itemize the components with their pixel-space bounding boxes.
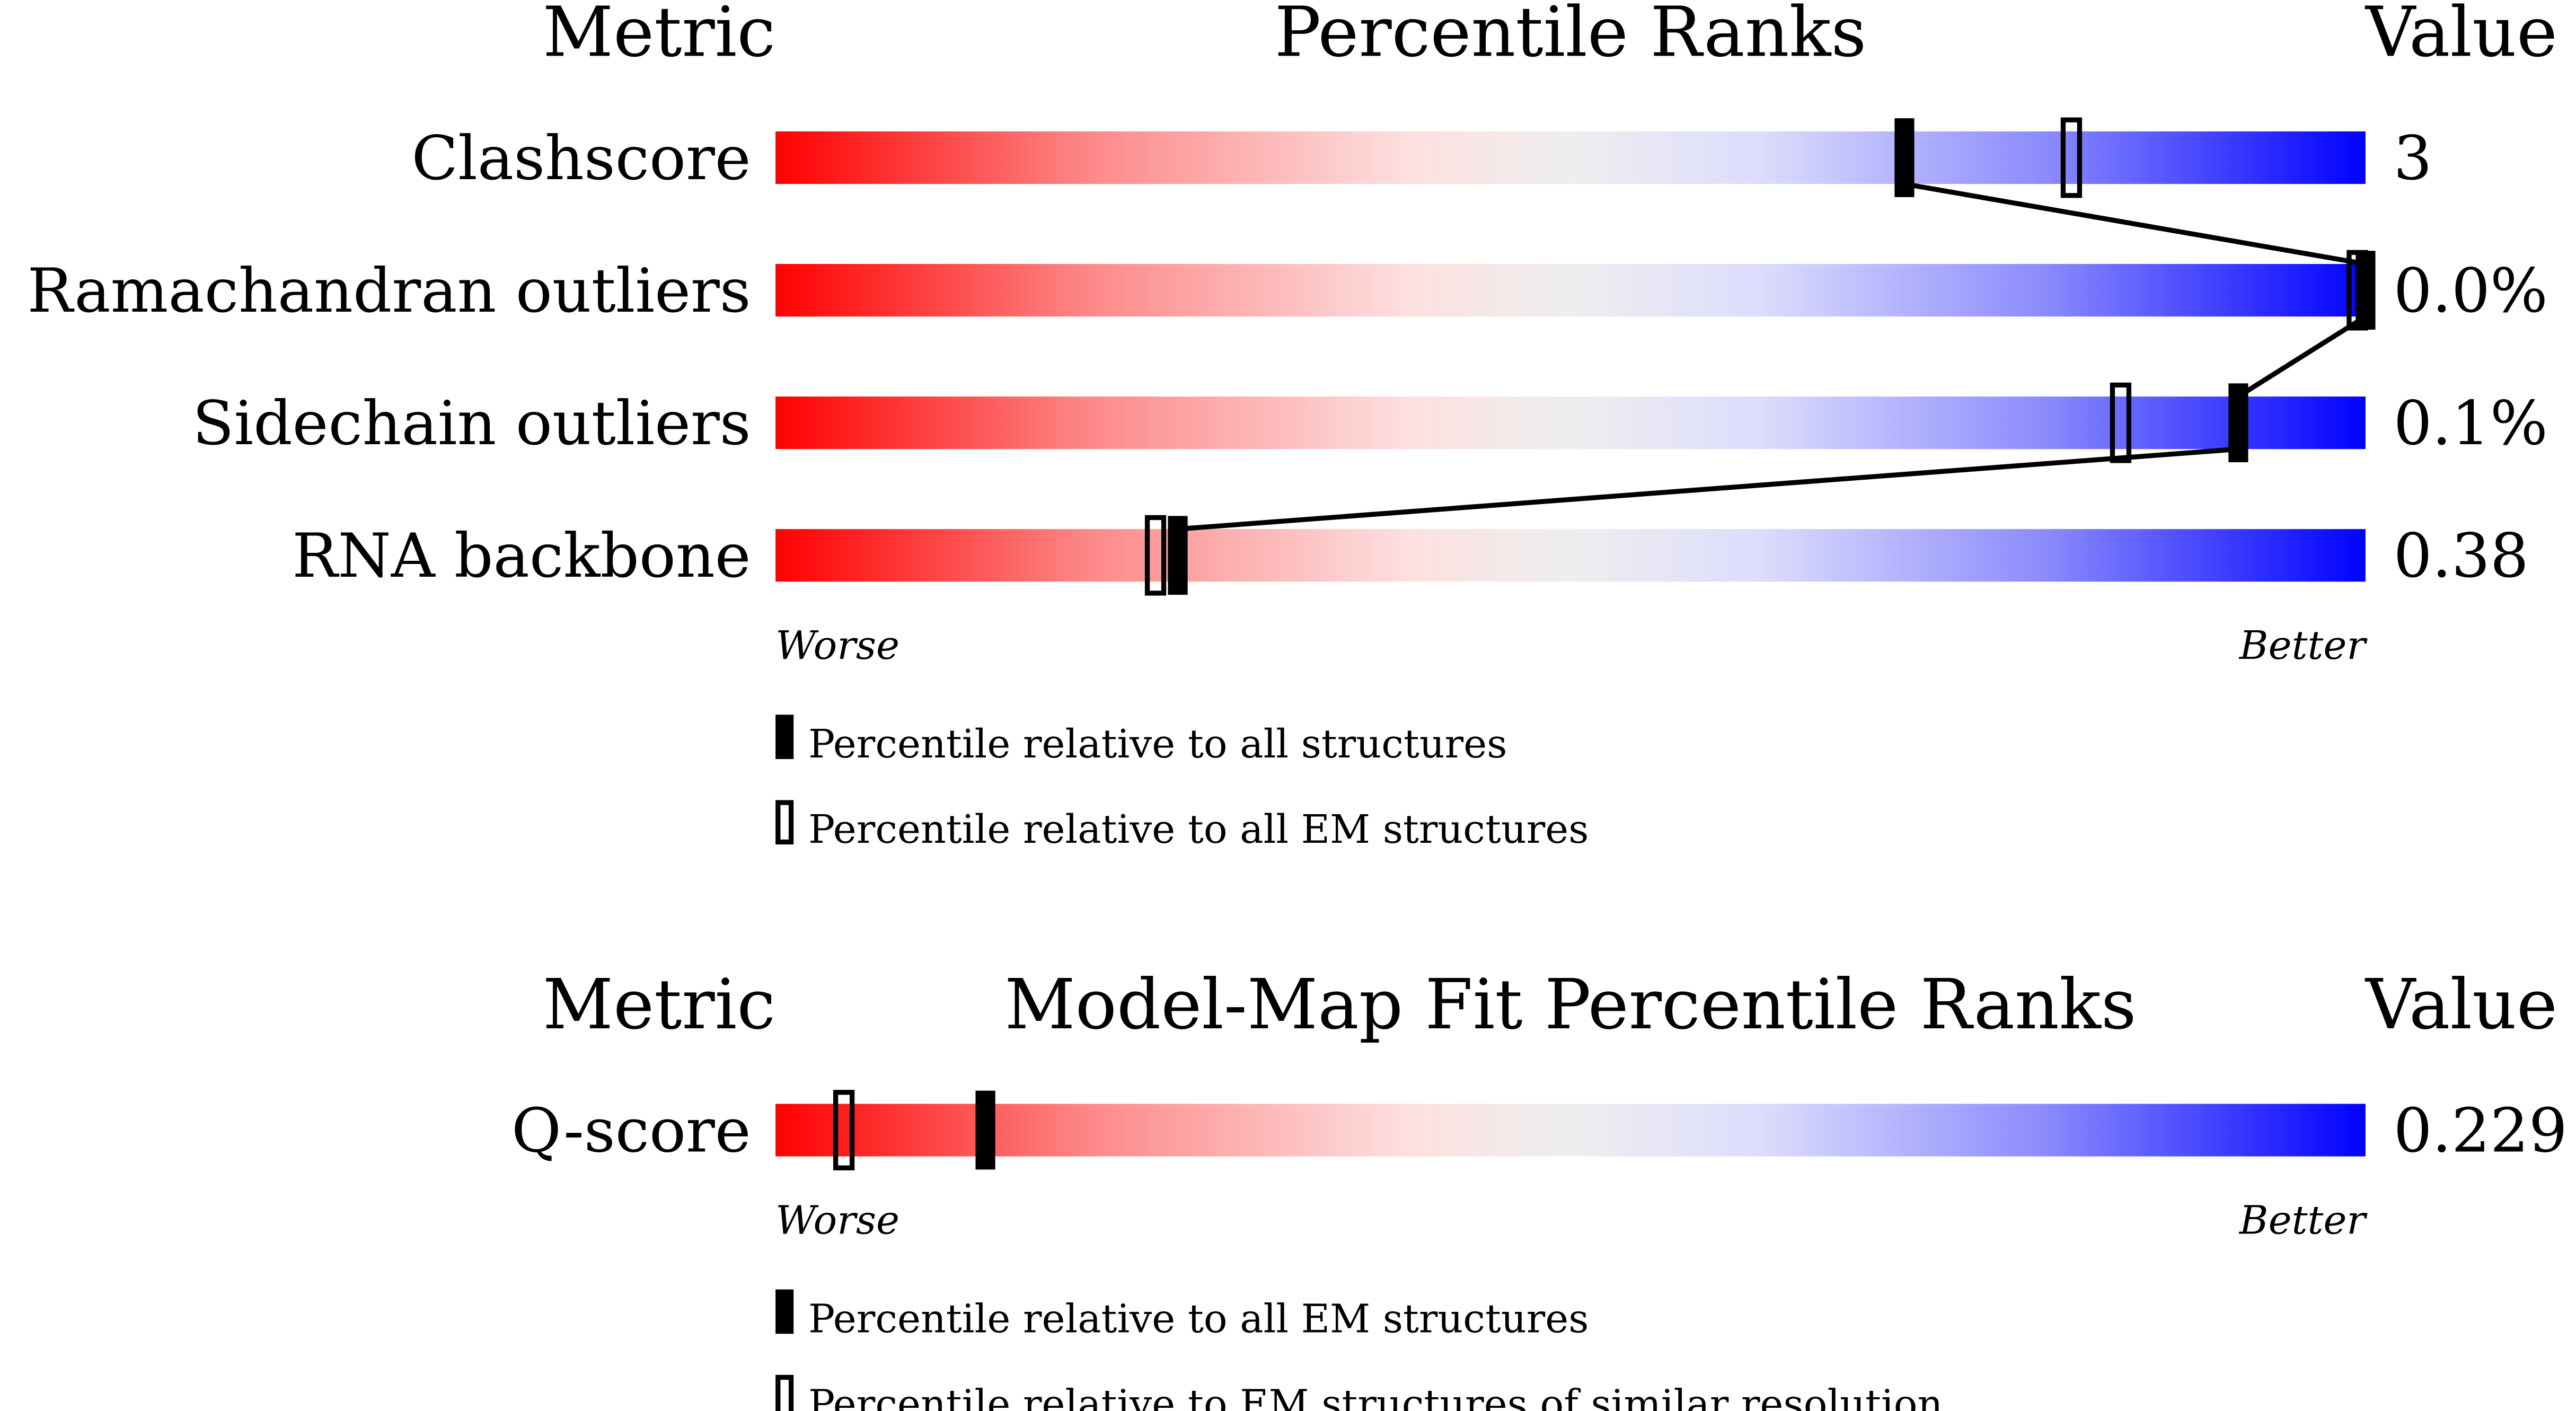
legend-label: Percentile relative to all EM structures <box>808 1295 1589 1342</box>
all-percentile-marker <box>2228 383 2248 463</box>
metric-label: Q-score <box>511 1096 751 1166</box>
percentile-bar <box>775 529 2366 582</box>
better-label: Better <box>2238 1197 2368 1243</box>
metric-header: Metric <box>543 964 775 1045</box>
metric-value: 0.229 <box>2394 1096 2568 1166</box>
all-percentile-marker <box>975 1090 995 1170</box>
connector-line <box>2237 314 2367 399</box>
legend-label: Percentile relative to all EM structures <box>808 806 1589 852</box>
percentile-bar <box>775 396 2366 449</box>
metric-value: 0.38 <box>2394 521 2529 592</box>
metric-value: 0.1% <box>2394 389 2548 459</box>
secondary-percentile-marker <box>833 1090 855 1171</box>
percentile-bar <box>775 1104 2366 1157</box>
connector-line <box>1177 446 2239 532</box>
metric-label: Sidechain outliers <box>192 389 751 459</box>
legend-label: Percentile relative to EM structures of … <box>808 1381 1943 1411</box>
secondary-percentile-marker <box>1144 515 1167 596</box>
legend-open-marker-icon <box>775 1374 794 1411</box>
all-percentile-marker <box>1168 516 1188 595</box>
legend-label: Percentile relative to all structures <box>808 721 1507 767</box>
all-percentile-marker <box>1894 118 1915 197</box>
metric-label: RNA backbone <box>292 521 751 592</box>
legend-open-marker-icon <box>775 800 794 845</box>
value-header: Value <box>2365 0 2557 72</box>
value-header: Value <box>2365 964 2557 1045</box>
chart-title: Percentile Ranks <box>1275 0 1867 72</box>
metric-label: Clashscore <box>411 124 751 194</box>
worse-label: Worse <box>775 622 899 668</box>
all-percentile-marker <box>2356 251 2376 330</box>
secondary-percentile-marker <box>2110 382 2132 463</box>
percentile-bar <box>775 264 2366 317</box>
chart-title: Model-Map Fit Percentile Ranks <box>1004 964 2136 1045</box>
metric-value: 3 <box>2394 124 2432 194</box>
percentile-bar <box>775 131 2366 184</box>
legend-filled-marker-icon <box>775 1289 794 1334</box>
worse-label: Worse <box>775 1197 899 1243</box>
better-label: Better <box>2238 622 2368 668</box>
metric-value: 0.0% <box>2394 256 2548 327</box>
metric-label: Ramachandran outliers <box>27 256 751 327</box>
secondary-percentile-marker <box>2060 117 2083 198</box>
connector-line <box>1904 181 2366 267</box>
legend-filled-marker-icon <box>775 715 794 760</box>
metric-header: Metric <box>543 0 775 72</box>
